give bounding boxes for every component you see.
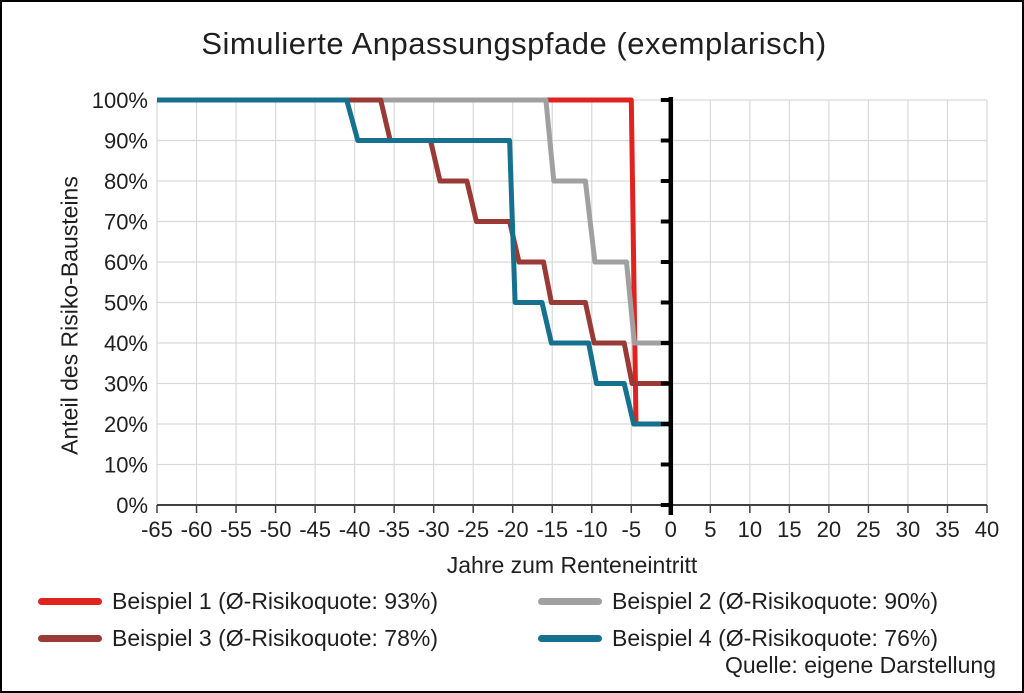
x-tick-label: 15 [777,517,801,542]
legend-swatch-beispiel-1 [38,597,102,605]
x-tick-label: 35 [935,517,959,542]
y-tick-label: 80% [104,169,148,194]
source-note: Quelle: eigene Darstellung [724,652,996,678]
x-tick-label: -20 [497,517,529,542]
legend-item-beispiel-3: Beispiel 3 (Ø-Risikoquote: 78%) [38,623,538,653]
legend-swatch-beispiel-3 [38,634,102,642]
legend-label-beispiel-1: Beispiel 1 (Ø-Risikoquote: 93%) [112,587,438,614]
x-tick-label: -35 [378,517,410,542]
x-tick-label: -10 [576,517,608,542]
y-tick-label: 30% [104,372,148,397]
y-tick-label: 10% [104,453,148,478]
legend-swatch-beispiel-4 [538,634,602,642]
y-tick-label: 60% [104,250,148,275]
legend-swatch-beispiel-2 [538,597,602,605]
y-tick-label: 70% [104,210,148,235]
legend-item-beispiel-1: Beispiel 1 (Ø-Risikoquote: 93%) [38,586,538,616]
x-tick-label: -50 [260,517,292,542]
series-line-beispiel-4 [157,97,671,427]
y-tick-label: 0% [116,493,148,518]
y-tick-label: 90% [104,129,148,154]
x-tick-label: 10 [738,517,762,542]
x-tick-label: -65 [141,517,173,542]
x-tick-label: -60 [181,517,213,542]
x-tick-label: 0 [665,517,677,542]
legend-label-beispiel-4: Beispiel 4 (Ø-Risikoquote: 76%) [612,624,938,651]
chart-title: Simulierte Anpassungspfade (exemplarisch… [201,26,827,61]
x-tick-label: -55 [220,517,252,542]
legend-label-beispiel-3: Beispiel 3 (Ø-Risikoquote: 78%) [112,624,438,651]
y-tick-label: 40% [104,331,148,356]
x-tick-label: -25 [457,517,489,542]
x-axis-title: Jahre zum Renteneintritt [446,552,698,578]
y-tick-label: 20% [104,412,148,437]
x-tick-label: 5 [704,517,716,542]
y-tick-label: 50% [104,291,148,316]
x-tick-label: -5 [622,517,642,542]
x-tick-label: -30 [418,517,450,542]
legend: Beispiel 1 (Ø-Risikoquote: 93%) Beispiel… [38,586,998,653]
legend-item-beispiel-2: Beispiel 2 (Ø-Risikoquote: 90%) [538,586,998,616]
x-tick-label: -45 [299,517,331,542]
x-tick-label: -15 [536,517,568,542]
legend-label-beispiel-2: Beispiel 2 (Ø-Risikoquote: 90%) [612,587,938,614]
x-tick-label: -40 [339,517,371,542]
x-tick-label: 30 [896,517,920,542]
x-tick-label: 25 [856,517,880,542]
y-tick-label: 100% [92,88,148,113]
legend-item-beispiel-4: Beispiel 4 (Ø-Risikoquote: 76%) [538,623,998,653]
y-axis-title: Anteil des Risiko-Bausteins [56,176,83,455]
series-line-beispiel-2 [157,97,671,346]
x-tick-label: 20 [817,517,841,542]
x-tick-label: 40 [975,517,999,542]
